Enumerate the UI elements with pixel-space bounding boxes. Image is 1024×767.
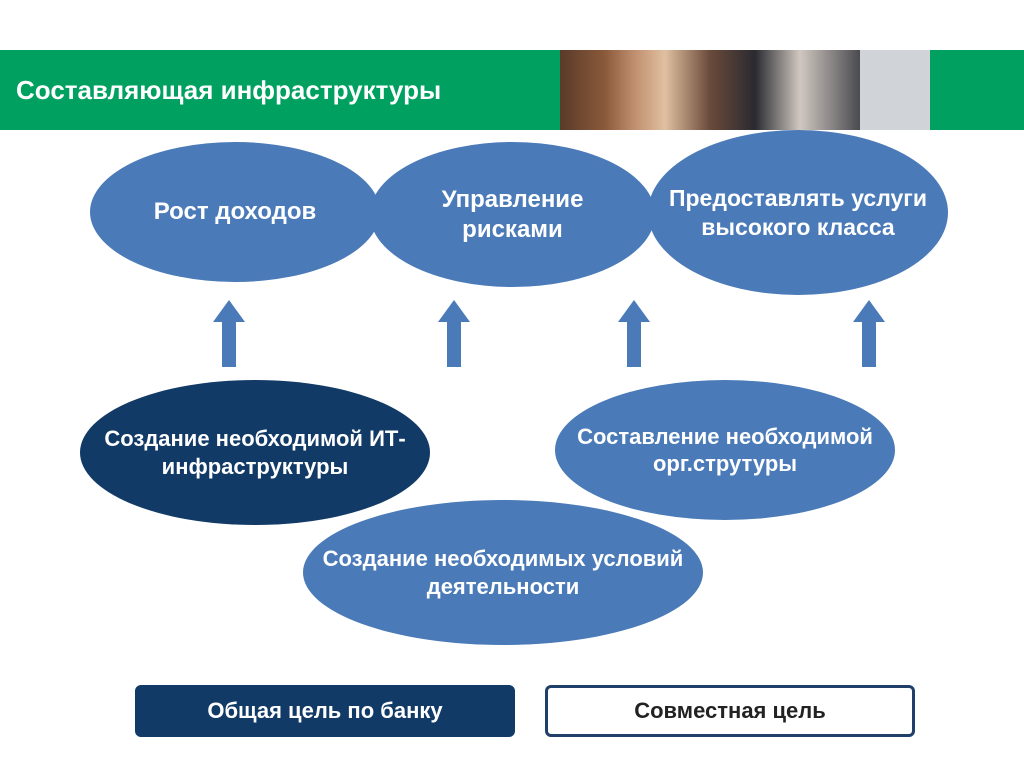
arrow-shaft	[222, 322, 236, 367]
ellipse-label: Создание необходимых условий деятельност…	[321, 545, 685, 600]
arrow-head	[213, 300, 245, 322]
ellipse-it-infrastructure: Создание необходимой ИТ-инфраструктуры	[80, 380, 430, 525]
arrow-shaft	[447, 322, 461, 367]
arrow-head	[438, 300, 470, 322]
arrow-shaft	[627, 322, 641, 367]
header-spacer-grey	[860, 50, 930, 130]
ellipse-label: Предоставлять услуги высокого класса	[666, 184, 930, 242]
arrow-up-icon	[625, 300, 643, 367]
legend-label: Совместная цель	[634, 698, 826, 724]
arrow-up-icon	[445, 300, 463, 367]
ellipse-label: Составление необходимой орг.струтуры	[573, 423, 877, 478]
header-title: Составляющая инфраструктуры	[0, 50, 560, 130]
ellipse-income-growth: Рост доходов	[90, 142, 380, 282]
arrow-head	[853, 300, 885, 322]
header-photo-placeholder	[560, 50, 860, 130]
header-bar: Составляющая инфраструктуры	[0, 50, 1024, 130]
legend-shared-goal: Совместная цель	[545, 685, 915, 737]
arrow-head	[618, 300, 650, 322]
ellipse-high-class-services: Предоставлять услуги высокого класса	[648, 130, 948, 295]
legend-overall-goal: Общая цель по банку	[135, 685, 515, 737]
legend-label: Общая цель по банку	[207, 698, 442, 724]
ellipse-label: Создание необходимой ИТ-инфраструктуры	[98, 425, 412, 480]
ellipse-org-structure: Составление необходимой орг.струтуры	[555, 380, 895, 520]
ellipse-label: Управление рисками	[388, 185, 637, 245]
arrow-shaft	[862, 322, 876, 367]
header-spacer-green	[930, 50, 1024, 130]
ellipse-activity-conditions: Создание необходимых условий деятельност…	[303, 500, 703, 645]
ellipse-risk-management: Управление рисками	[370, 142, 655, 287]
arrow-up-icon	[860, 300, 878, 367]
arrow-up-icon	[220, 300, 238, 367]
ellipse-label: Рост доходов	[154, 197, 317, 227]
